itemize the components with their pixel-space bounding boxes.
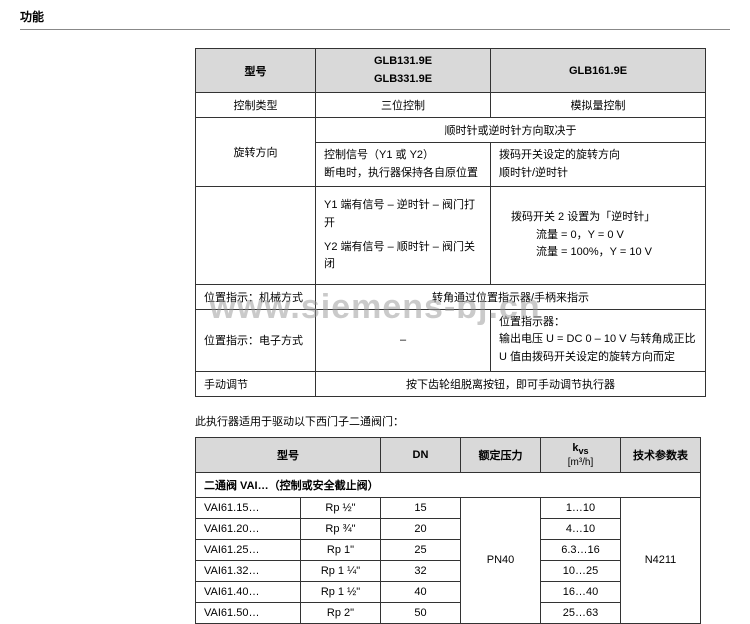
cell-model: VAI61.32… [196, 560, 301, 581]
row-signal-right-l1: 拨码开关 2 设置为「逆时针」 [511, 209, 697, 227]
cell-datasheet: N4211 [621, 497, 701, 623]
row-signal-left-l1: Y1 端有信号 – 逆时针 – 阀门打开 [324, 197, 482, 232]
row-rotation-left-l2: 断电时，执行器保持各自原位置 [324, 165, 482, 183]
kvs-unit: [m³/h] [568, 457, 594, 468]
row-control-c2: 三位控制 [316, 93, 491, 118]
kvs-sub: vs [578, 446, 588, 456]
t2-th-dn: DN [381, 437, 461, 472]
cell-dn: 50 [381, 602, 461, 623]
table-row: VAI61.15… Rp ½" 15 PN40 1…10 N4211 [196, 497, 701, 518]
row-poselec-r3: U 值由拨码开关设定的旋转方向而定 [499, 349, 697, 367]
cell-dn: 25 [381, 539, 461, 560]
row-poselec-left: – [316, 309, 491, 371]
row-poselec-r2: 输出电压 U = DC 0 – 10 V 与转角成正比 [499, 331, 697, 349]
cell-dn: 40 [381, 581, 461, 602]
row-rotation-right: 拨码开关设定的旋转方向 顺时针/逆时针 [491, 143, 706, 187]
th-model: 型号 [196, 49, 316, 93]
row-rotation-left-l1: 控制信号（Y1 或 Y2） [324, 147, 482, 165]
spec-table: 型号 GLB131.9E GLB331.9E GLB161.9E 控制类型 三位… [195, 48, 706, 397]
cell-kvs: 25…63 [541, 602, 621, 623]
row-poselec-right: 位置指示器： 输出电压 U = DC 0 – 10 V 与转角成正比 U 值由拨… [491, 309, 706, 371]
cell-size: Rp 1 ¼" [301, 560, 381, 581]
row-manual-label: 手动调节 [196, 371, 316, 396]
row-rotation-right-l2: 顺时针/逆时针 [499, 165, 697, 183]
cell-dn: 20 [381, 518, 461, 539]
row-rotation-right-l1: 拨码开关设定的旋转方向 [499, 147, 697, 165]
row-manual-val: 按下齿轮组脱离按钮，即可手动调节执行器 [316, 371, 706, 396]
cell-kvs: 10…25 [541, 560, 621, 581]
cell-kvs: 6.3…16 [541, 539, 621, 560]
row-rotation-label: 旋转方向 [196, 118, 316, 187]
valve-table: 型号 DN 额定压力 kvs [m³/h] 技术参数表 二通阀 VAI…（控制或… [195, 437, 701, 624]
row-control-label: 控制类型 [196, 93, 316, 118]
cell-kvs: 16…40 [541, 581, 621, 602]
cell-model: VAI61.20… [196, 518, 301, 539]
t2-th-pressure: 额定压力 [461, 437, 541, 472]
cell-size: Rp ¾" [301, 518, 381, 539]
row-signal-right: 拨码开关 2 设置为「逆时针」 流量 = 0，Y = 0 V 流量 = 100%… [491, 187, 706, 284]
cell-dn: 32 [381, 560, 461, 581]
th-glb161: GLB161.9E [491, 49, 706, 93]
cell-kvs: 4…10 [541, 518, 621, 539]
cell-dn: 15 [381, 497, 461, 518]
th-glb131-l1: GLB131.9E [324, 53, 482, 71]
row-signal-label [196, 187, 316, 284]
divider [20, 29, 730, 30]
cell-kvs: 1…10 [541, 497, 621, 518]
row-signal-right-l3: 流量 = 100%，Y = 10 V [511, 244, 697, 262]
row-posmech-val: 转角通过位置指示器/手柄来指示 [316, 284, 706, 309]
t2-th-model: 型号 [196, 437, 381, 472]
cell-pressure: PN40 [461, 497, 541, 623]
row-signal-left-l2: Y2 端有信号 – 顺时针 – 阀门关闭 [324, 239, 482, 274]
cell-size: Rp 1" [301, 539, 381, 560]
t2-th-kvs: kvs [m³/h] [541, 437, 621, 472]
cell-size: Rp 2" [301, 602, 381, 623]
row-control-c3: 模拟量控制 [491, 93, 706, 118]
cell-model: VAI61.15… [196, 497, 301, 518]
t2-subheader: 二通阀 VAI…（控制或安全截止阀） [196, 472, 701, 497]
note: 此执行器适用于驱动以下西门子二通阀门： [195, 413, 730, 429]
row-posmech-label: 位置指示：机械方式 [196, 284, 316, 309]
cell-model: VAI61.50… [196, 602, 301, 623]
row-rotation-left: 控制信号（Y1 或 Y2） 断电时，执行器保持各自原位置 [316, 143, 491, 187]
cell-size: Rp 1 ½" [301, 581, 381, 602]
th-glb131-l2: GLB331.9E [324, 71, 482, 89]
row-signal-left: Y1 端有信号 – 逆时针 – 阀门打开 Y2 端有信号 – 顺时针 – 阀门关… [316, 187, 491, 284]
cell-model: VAI61.25… [196, 539, 301, 560]
cell-model: VAI61.40… [196, 581, 301, 602]
row-poselec-r1: 位置指示器： [499, 314, 697, 332]
row-rotation-merge: 顺时针或逆时针方向取决于 [316, 118, 706, 143]
row-signal-right-l2: 流量 = 0，Y = 0 V [511, 227, 697, 245]
row-poselec-label: 位置指示：电子方式 [196, 309, 316, 371]
t2-th-datasheet: 技术参数表 [621, 437, 701, 472]
cell-size: Rp ½" [301, 497, 381, 518]
th-glb131: GLB131.9E GLB331.9E [316, 49, 491, 93]
section-title: 功能 [20, 8, 730, 25]
